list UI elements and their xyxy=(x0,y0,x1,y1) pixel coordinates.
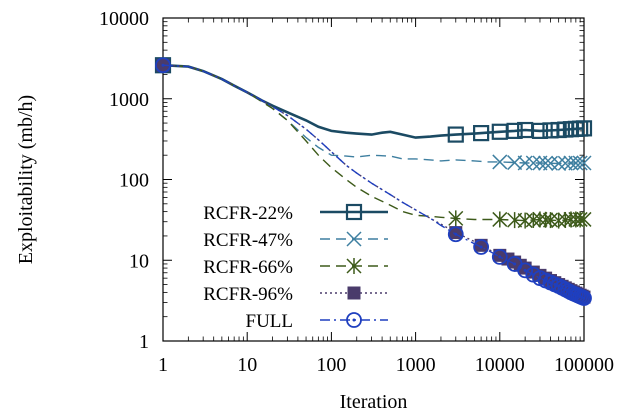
legend-label: RCFR-66% xyxy=(203,257,293,278)
series-line xyxy=(162,64,585,299)
x-tick-label: 10 xyxy=(237,354,257,376)
legend-marker xyxy=(347,286,361,300)
legend-marker xyxy=(346,312,362,328)
legend-marker xyxy=(345,203,363,221)
series-marker xyxy=(155,57,171,74)
legend-item: RCFR-47% xyxy=(203,230,388,251)
y-tick-label: 10000 xyxy=(99,8,149,30)
series-marker xyxy=(491,249,508,265)
series-marker xyxy=(517,155,533,171)
legend-label: RCFR-47% xyxy=(203,230,293,251)
series-line xyxy=(162,64,584,222)
legend: RCFR-22% RCFR-47% RCFR-66% RCFR-96% FULL xyxy=(203,203,388,332)
axes: 1 10 100 1000 10000 100000 1 10 100 1000 10000 xyxy=(99,8,614,376)
y-tick-label: 100 xyxy=(119,170,149,192)
series-marker xyxy=(506,122,523,139)
legend-item: FULL xyxy=(246,311,388,332)
legend-item: RCFR-66% xyxy=(203,257,388,278)
legend-item: RCFR-22% xyxy=(203,203,388,224)
x-tick-label: 10000 xyxy=(475,354,525,376)
series-marker xyxy=(538,155,554,171)
y-tick-label: 1000 xyxy=(109,89,149,111)
series-marker xyxy=(575,120,593,137)
x-tick-label: 100000 xyxy=(554,354,614,376)
series-marker xyxy=(492,211,508,228)
series-marker xyxy=(576,155,592,171)
series-marker xyxy=(473,239,490,255)
series-marker xyxy=(572,211,588,228)
x-tick-label: 100 xyxy=(316,354,346,376)
series-layer xyxy=(154,57,593,306)
series-marker xyxy=(568,155,584,171)
x-tick-label: 1000 xyxy=(396,354,436,376)
series-RCFR-47% xyxy=(162,64,592,171)
series-marker xyxy=(447,126,464,143)
legend-label: FULL xyxy=(246,311,294,332)
legend-label: RCFR-96% xyxy=(203,284,293,305)
legend-marker xyxy=(346,258,362,274)
series-marker xyxy=(576,290,592,306)
legend-marker xyxy=(346,231,362,247)
legend-label: RCFR-22% xyxy=(203,203,293,224)
series-marker xyxy=(517,262,534,279)
x-axis-title: Iteration xyxy=(340,391,408,413)
legend-item: RCFR-96% xyxy=(203,284,388,305)
series-marker xyxy=(531,122,549,139)
y-tick-label: 10 xyxy=(129,250,149,272)
series-marker xyxy=(576,211,592,228)
series-marker xyxy=(525,155,541,171)
series-marker xyxy=(572,155,588,171)
y-tick-label: 1 xyxy=(139,331,149,353)
series-marker xyxy=(492,154,508,170)
series-marker xyxy=(448,210,464,227)
series-marker xyxy=(551,155,567,171)
x-tick-label: 1 xyxy=(158,354,168,376)
series-marker xyxy=(473,125,490,142)
series-RCFR-22% xyxy=(154,57,593,143)
series-marker xyxy=(447,226,464,243)
y-axis-title: Exploitability (mb/h) xyxy=(15,95,37,264)
series-FULL xyxy=(155,57,592,306)
